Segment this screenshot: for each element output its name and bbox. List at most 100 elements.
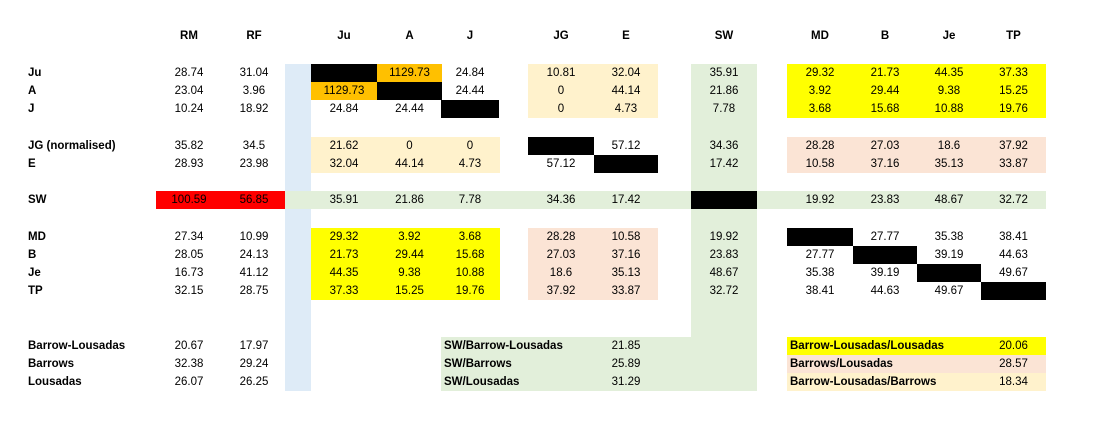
ju-a-j-cell: 37.33 <box>329 285 359 297</box>
md-b-je-tp-cell: 49.67 <box>999 267 1028 279</box>
md-b-je-tp-cell: 3.92 <box>808 85 832 97</box>
row-label: MD <box>28 231 46 243</box>
sw-cell: 19.92 <box>709 231 739 243</box>
jg-e-cell: 34.36 <box>546 194 576 206</box>
summary-value: 25.89 <box>611 358 641 370</box>
md-b-je-tp-cell: 44.63 <box>999 249 1028 261</box>
md-b-je-tp-cell: 27.77 <box>805 249 835 261</box>
ju-a-j-cell: 4.73 <box>458 158 482 170</box>
rm-cell: 28.74 <box>174 67 204 79</box>
md-b-je-tp-cell: 27.03 <box>870 140 900 152</box>
summary-label: Barrow-Lousadas/Lousadas <box>790 340 945 352</box>
row-label: Barrows <box>28 358 75 370</box>
ju-a-j-cell: 15.25 <box>395 285 424 297</box>
md-b-je-tp-cell: 15.68 <box>870 103 900 115</box>
summary-value: 31.29 <box>611 376 641 388</box>
md-b-je-tp-cell: 38.41 <box>999 231 1028 243</box>
column-header: A <box>405 30 414 42</box>
sw-cell: 32.72 <box>709 285 739 297</box>
column-header: JG <box>553 30 569 42</box>
blue-column-band <box>285 64 311 391</box>
column-header: Je <box>942 30 956 42</box>
sw-cell: 48.67 <box>709 267 739 279</box>
rm-cell: 27.34 <box>174 231 204 243</box>
ju-a-j-cell: 29.32 <box>329 231 359 243</box>
column-header: J <box>466 30 474 42</box>
ju-a-j-cell: 24.84 <box>455 67 485 79</box>
ju-a-j-cell: 44.14 <box>395 158 424 170</box>
ju-a-j-cell: 21.86 <box>395 194 424 206</box>
summary-label: SW/Lousadas <box>444 376 520 388</box>
md-b-je-tp-cell: 23.83 <box>870 194 900 206</box>
jg-e-cell: 33.87 <box>611 285 641 297</box>
column-header: B <box>880 30 890 42</box>
yellow-block-g4 <box>787 64 1046 118</box>
md-b-je-tp-cell: 29.44 <box>870 85 900 97</box>
sw-cell: 7.78 <box>712 103 736 115</box>
diagonal-black-cell <box>853 246 917 264</box>
summary-label: SW/Barrows <box>444 358 512 370</box>
ju-a-j-cell: 24.84 <box>329 103 359 115</box>
rm-cell: 35.82 <box>174 140 204 152</box>
row-label: Lousadas <box>28 376 82 388</box>
rf-cell: 29.24 <box>239 358 269 370</box>
md-b-je-tp-cell: 37.92 <box>999 140 1028 152</box>
right-summary-tan <box>787 373 1046 391</box>
diagonal-black-cell <box>311 64 377 82</box>
rm-cell: 32.38 <box>174 358 204 370</box>
summary-value: 28.57 <box>999 358 1028 370</box>
ju-a-j-cell: 0 <box>406 140 413 152</box>
sw-cell: 35.91 <box>709 67 739 79</box>
ju-a-j-cell: 35.91 <box>329 194 359 206</box>
row-label: TP <box>28 285 43 297</box>
md-b-je-tp-cell: 44.63 <box>870 285 900 297</box>
md-b-je-tp-cell: 39.19 <box>934 249 964 261</box>
row-label: Ju <box>28 67 42 79</box>
ju-a-j-cell: 3.68 <box>458 231 482 243</box>
md-b-je-tp-cell: 49.67 <box>934 285 964 297</box>
ju-a-j-cell: 10.88 <box>455 267 485 279</box>
right-summary-yellow <box>787 337 1046 355</box>
rm-cell: 28.05 <box>174 249 204 261</box>
rf-cell: 26.25 <box>239 376 269 388</box>
jg-e-cell: 0 <box>557 103 565 115</box>
ju-a-j-cell: 44.35 <box>329 267 359 279</box>
rf-cell: 56.85 <box>239 194 269 206</box>
rf-cell: 31.04 <box>239 67 269 79</box>
row-label: A <box>28 85 37 97</box>
ju-a-j-cell: 7.78 <box>458 194 482 206</box>
md-b-je-tp-cell: 32.72 <box>999 194 1028 206</box>
summary-label: SW/Barrow-Lousadas <box>444 340 563 352</box>
md-b-je-tp-cell: 39.19 <box>870 267 900 279</box>
diagonal-black-cell <box>981 282 1046 300</box>
rf-cell: 3.96 <box>242 85 266 97</box>
jg-e-cell: 4.73 <box>614 103 638 115</box>
rm-cell: 20.67 <box>174 340 204 352</box>
rm-cell: 23.04 <box>174 85 204 97</box>
ju-a-j-cell: 9.38 <box>398 267 421 279</box>
jg-e-cell: 35.13 <box>611 267 641 279</box>
yellow-block-g1 <box>441 228 500 300</box>
summary-value: 20.06 <box>999 340 1028 352</box>
md-b-je-tp-cell: 18.6 <box>937 140 961 152</box>
ju-a-j-cell: 3.92 <box>398 231 421 243</box>
md-b-je-tp-cell: 48.67 <box>934 194 964 206</box>
diagonal-black-cell <box>377 82 442 100</box>
column-header: RF <box>246 30 262 42</box>
highlight-cell: 1129.73 <box>311 82 377 100</box>
red-rm-cell <box>156 191 220 209</box>
md-b-je-tp-cell: 35.38 <box>934 231 964 243</box>
jg-e-cell: 17.42 <box>611 194 641 206</box>
diagonal-black-cell <box>917 264 981 282</box>
sw-row-band <box>285 191 1046 209</box>
row-label: SW <box>28 194 47 206</box>
rf-cell: 34.5 <box>242 140 266 152</box>
sw-cell: 21.86 <box>709 85 739 97</box>
rm-cell: 100.59 <box>171 194 207 206</box>
ju-a-j-cell: 32.04 <box>329 158 359 170</box>
jg-e-cell: 57.12 <box>611 140 641 152</box>
md-b-je-tp-cell: 3.68 <box>808 103 832 115</box>
md-b-je-tp-cell: 21.73 <box>870 67 900 79</box>
rm-cell: 32.15 <box>174 285 204 297</box>
